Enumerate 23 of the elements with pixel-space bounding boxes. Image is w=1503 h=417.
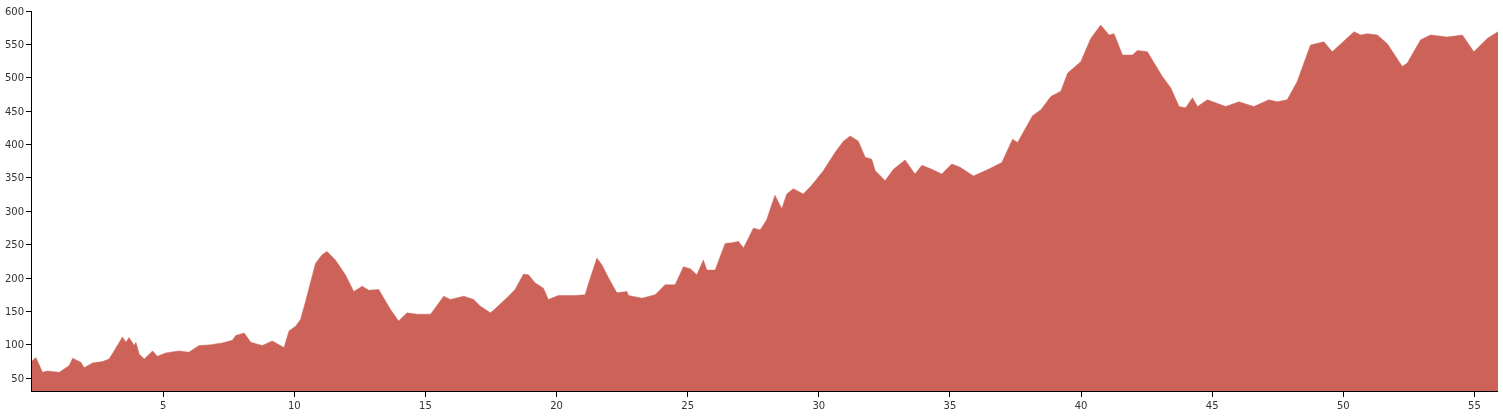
y-tick-label: 600 [4, 5, 24, 17]
y-tick-label: 400 [4, 139, 24, 151]
x-tick-label: 45 [1205, 400, 1219, 411]
x-tick-label: 20 [550, 400, 563, 411]
y-tick-label: 250 [4, 239, 24, 251]
x-tick-label: 5 [159, 400, 167, 411]
y-tick-label: 50 [11, 372, 24, 384]
y-tick-label: 100 [4, 339, 24, 351]
y-tick-label: 150 [4, 306, 24, 318]
x-tick-label: 25 [681, 400, 695, 411]
x-tick-label: 15 [419, 400, 432, 411]
x-tick-label: 30 [812, 400, 826, 411]
y-tick-label: 450 [4, 105, 24, 117]
x-tick-label: 50 [1336, 400, 1350, 411]
y-tick-label: 350 [4, 172, 24, 184]
x-tick-label: 10 [287, 400, 301, 411]
y-tick-label: 550 [4, 38, 24, 50]
y-tick-label: 200 [4, 272, 24, 284]
x-tick-label: 35 [943, 400, 957, 411]
y-tick-label: 500 [4, 72, 24, 84]
x-tick-label: 55 [1468, 400, 1481, 411]
y-tick-label: 300 [4, 205, 24, 217]
x-tick-label: 40 [1074, 400, 1088, 411]
